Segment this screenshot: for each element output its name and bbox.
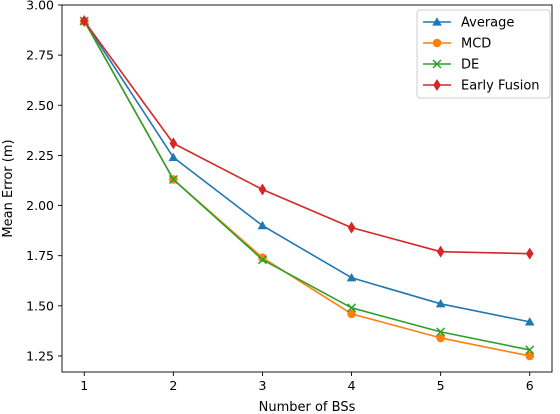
- legend: Average MCD DE Early Fusion: [416, 9, 551, 99]
- legend-box: [416, 9, 551, 99]
- data-point-mcd: [436, 333, 445, 343]
- data-point-early-fusion: [258, 183, 267, 196]
- axes-layer: 1 2 3 4 5 6 1.25 1.50 1.75 2.00 2.25 2.50 2.75 3.00: [26, 0, 553, 393]
- legend-item-de: DE: [423, 58, 479, 73]
- data-point-early-fusion: [169, 137, 178, 150]
- x-tick-label: 2: [169, 378, 177, 393]
- x-tick-label: 6: [526, 378, 534, 393]
- y-tick-label: 2.25: [26, 148, 54, 163]
- series-line-average: [83, 20, 530, 323]
- data-point-average: [435, 299, 446, 308]
- x-tick-label: 4: [348, 378, 356, 393]
- data-point-de: [168, 174, 178, 185]
- data-point-early-fusion: [525, 247, 534, 260]
- y-tick-label: 1.50: [26, 298, 54, 313]
- x-axis-label: Number of BSs: [259, 400, 356, 414]
- legend-item-average: Average: [423, 16, 514, 31]
- legend-item-early-fusion: Early Fusion: [423, 79, 540, 94]
- legend-marker: [432, 59, 442, 69]
- data-point-de: [347, 303, 357, 313]
- data-point-early-fusion: [436, 245, 445, 258]
- data-point-average: [524, 317, 535, 326]
- y-tick-label: 1.25: [26, 348, 54, 363]
- data-point-mcd: [525, 351, 535, 361]
- data-point-average: [257, 220, 268, 230]
- y-tick-label: 2.50: [26, 98, 54, 113]
- data-point-average: [346, 272, 357, 282]
- y-tick-label: 1.75: [26, 248, 54, 263]
- y-tick-label: 3.00: [26, 0, 54, 13]
- legend-label: DE: [461, 58, 479, 73]
- legend-label: Average: [461, 16, 514, 31]
- data-point-early-fusion: [80, 15, 89, 28]
- legend-item-mcd: MCD: [423, 37, 491, 52]
- data-point-de: [436, 327, 446, 337]
- legend-marker: [432, 17, 442, 26]
- data-point-early-fusion: [347, 221, 356, 234]
- series-layer: [79, 15, 535, 361]
- x-tick-label: 1: [80, 378, 88, 393]
- data-point-mcd: [258, 253, 267, 262]
- x-tick-label: 5: [437, 378, 445, 393]
- data-point-de: [525, 345, 535, 355]
- legend-label: Early Fusion: [461, 79, 540, 94]
- plot-frame: [61, 4, 553, 373]
- legend-marker: [433, 79, 441, 91]
- series-line-de: [83, 20, 530, 351]
- legend-marker: [432, 38, 442, 48]
- data-point-de: [257, 255, 267, 265]
- legend-label: MCD: [461, 37, 491, 52]
- series-early-fusion: [80, 15, 534, 260]
- data-point-average: [168, 152, 179, 162]
- y-axis-label: Mean Error (m): [1, 139, 16, 237]
- series-line-early-fusion: [83, 20, 530, 255]
- x-tick-label: 3: [258, 378, 266, 393]
- data-point-mcd: [347, 309, 356, 319]
- y-tick-label: 2.75: [26, 48, 54, 63]
- y-tick-label: 2.00: [26, 198, 54, 213]
